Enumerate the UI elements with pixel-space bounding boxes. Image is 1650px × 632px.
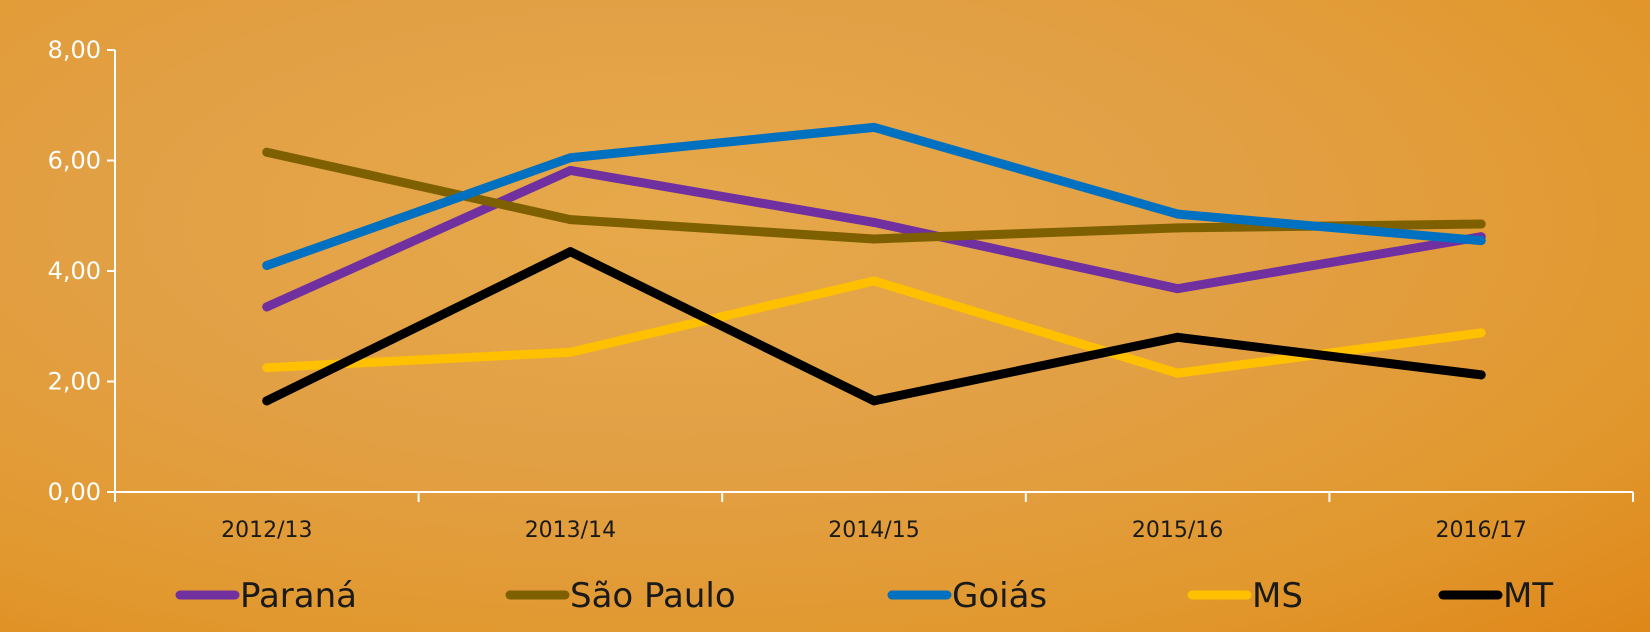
legend-label: MS [1252,576,1303,616]
y-tick-label: 6,00 [48,147,101,175]
x-tick-label: 2014/15 [828,518,919,543]
axes: 0,00 2,00 4,00 6,00 8,00 2012/13 2013/14 2014/1… [48,36,1634,543]
data-point [565,247,575,257]
data-point [565,347,575,357]
data-point [262,147,272,157]
x-tick-label: 2013/14 [525,518,616,543]
data-point [262,396,272,406]
legend: Paraná São Paulo Goiás MS MT [175,576,1553,616]
data-point [1476,219,1486,229]
data-point [869,122,879,132]
data-point [565,165,575,175]
data-point [869,276,879,286]
legend-label: Paraná [240,576,357,616]
series-lines [262,122,1486,406]
data-point [1476,236,1486,246]
data-point [1173,368,1183,378]
data-point [1173,332,1183,342]
data-point [1476,370,1486,380]
data-point [1173,209,1183,219]
y-tick-label: 8,00 [48,36,101,64]
y-tick-label: 4,00 [48,257,101,285]
legend-label: MT [1503,576,1553,616]
data-point [565,215,575,225]
legend-label: São Paulo [570,576,736,616]
data-point [869,234,879,244]
series-line-3 [262,276,1486,378]
data-point [1173,223,1183,233]
data-point [1173,284,1183,294]
x-tick-label: 2012/13 [221,518,312,543]
data-point [869,396,879,406]
y-tick-label: 0,00 [48,478,101,506]
data-point [262,302,272,312]
data-point [1476,328,1486,338]
x-tick-label: 2016/17 [1435,518,1526,543]
data-point [565,153,575,163]
x-tick-label: 2015/16 [1132,518,1223,543]
data-point [869,217,879,227]
data-point [262,260,272,270]
series-line-4 [262,247,1486,406]
series-line-2 [262,122,1486,270]
legend-label: Goiás [952,576,1047,616]
y-tick-label: 2,00 [48,368,101,396]
data-point [262,363,272,373]
